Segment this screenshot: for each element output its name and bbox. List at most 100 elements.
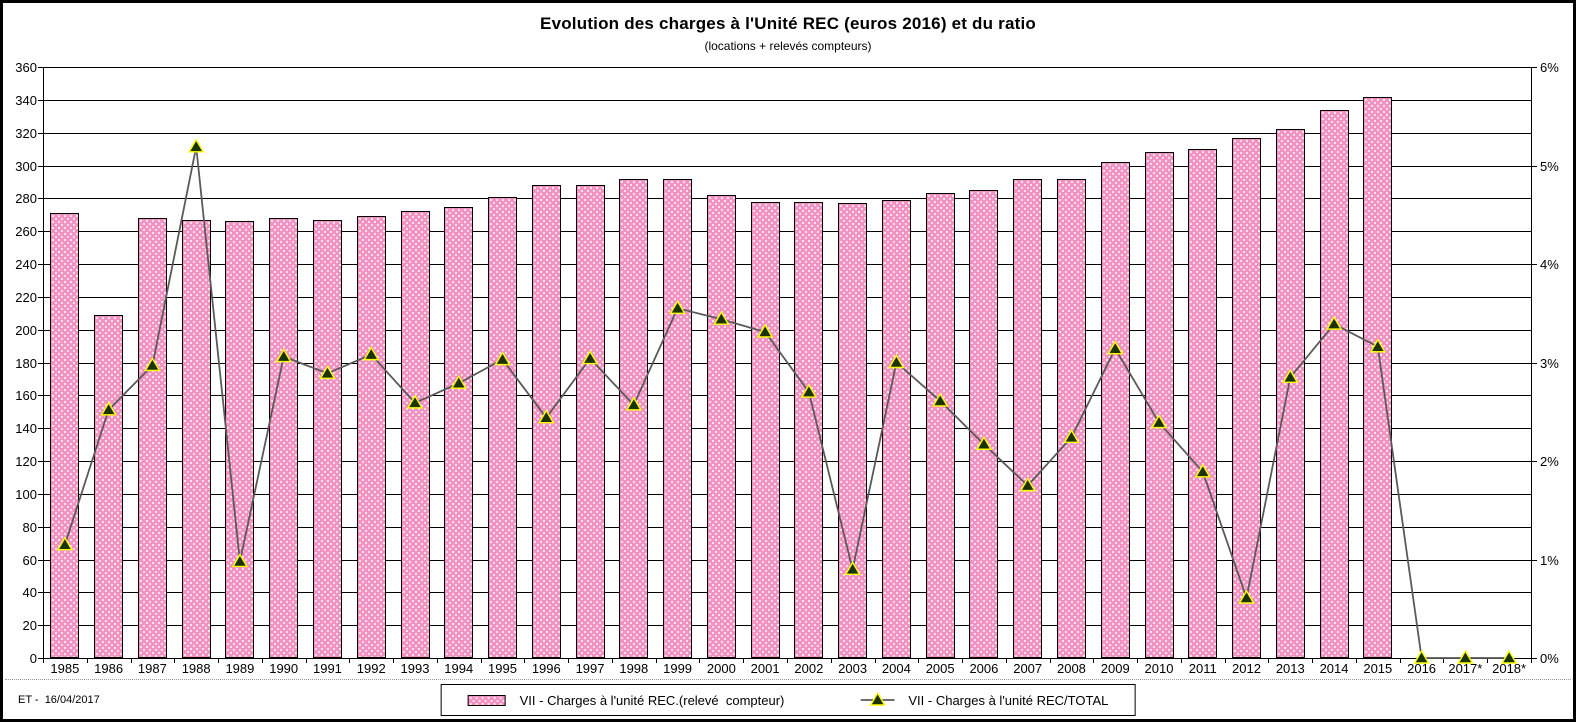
bar [1188, 149, 1218, 658]
x-axis-tick [1268, 658, 1270, 663]
right-axis-minor-tick [1523, 395, 1531, 397]
right-axis-minor-tick [1523, 493, 1531, 495]
bar [50, 213, 80, 658]
y-axis-tick [38, 461, 47, 462]
ratio-marker-triangle-icon [713, 310, 730, 325]
y-axis-tick [38, 99, 47, 101]
ratio-marker-triangle-icon [1150, 414, 1168, 429]
right-axis-minor-tick [1523, 625, 1531, 627]
x-axis-tick [830, 658, 832, 663]
ratio-marker-triangle-icon [1063, 428, 1080, 444]
bar [312, 219, 342, 658]
y-axis-tick [38, 329, 47, 331]
x-axis-tick [480, 658, 482, 663]
right-axis-minor-tick [1523, 428, 1531, 430]
y-axis-tick-label: 320 [15, 125, 37, 141]
x-axis-tick [1312, 658, 1314, 663]
x-axis-tick [261, 658, 263, 663]
right-axis-tick-label: 4% [1540, 257, 1559, 272]
ratio-marker-triangle-icon [1457, 649, 1474, 664]
y-axis-tick [38, 165, 47, 167]
bar [619, 178, 649, 658]
right-axis-tick-label: 2% [1540, 454, 1559, 469]
bar [969, 190, 999, 658]
bar [750, 201, 780, 658]
bar [137, 218, 167, 658]
ratio-marker-triangle-icon [56, 536, 74, 551]
ratio-marker-triangle-icon [800, 383, 818, 398]
right-axis-tick [1531, 461, 1537, 462]
x-axis-label: 1994 [444, 661, 474, 676]
x-axis-tick [1399, 658, 1401, 663]
ratio-marker-triangle-icon [931, 392, 949, 407]
x-axis-tick [1049, 658, 1051, 663]
ratio-marker-triangle-icon [319, 364, 336, 380]
right-axis-tick [1531, 362, 1537, 364]
right-axis-tick-label: 0% [1540, 651, 1559, 666]
x-axis-tick [655, 658, 657, 663]
x-axis-tick [699, 658, 701, 663]
y-axis-line [43, 67, 44, 659]
bar [794, 201, 824, 658]
x-axis-label: 2013 [1275, 661, 1305, 676]
x-axis-tick [130, 658, 132, 663]
right-axis-minor-tick [1523, 67, 1531, 68]
y-axis-tick [38, 67, 47, 68]
x-axis-label: 1987 [137, 661, 167, 676]
y-axis-tick-label: 240 [15, 257, 37, 272]
ratio-marker-triangle-icon [1325, 315, 1343, 330]
y-axis-tick [38, 658, 47, 659]
right-axis-tick-label: 3% [1540, 355, 1559, 371]
y-axis-tick-label: 160 [15, 388, 37, 404]
ratio-marker-triangle-icon [100, 401, 117, 416]
x-axis-label: 1986 [94, 661, 124, 676]
right-axis-minor-tick [1523, 99, 1531, 101]
x-axis-tick [1005, 658, 1007, 663]
x-axis-label: 1990 [269, 661, 299, 676]
ratio-marker-triangle-icon [625, 396, 643, 411]
gridline [43, 132, 1531, 134]
bar [838, 203, 868, 658]
bar [444, 206, 474, 658]
ratio-marker-triangle-icon [450, 374, 467, 389]
x-axis-label: 2016 [1407, 661, 1437, 676]
y-axis-tick [38, 296, 47, 298]
right-axis-minor-tick [1523, 461, 1531, 462]
gridline [43, 198, 1531, 200]
ratio-marker-triangle-icon [1019, 477, 1036, 492]
bar [575, 185, 605, 658]
ratio-marker-triangle-icon [756, 323, 774, 338]
legend: VII - Charges à l'unité REC.(relevé comp… [440, 684, 1136, 716]
x-axis-tick [43, 658, 44, 663]
x-axis-label: 1993 [400, 661, 430, 676]
right-axis-minor-tick [1523, 132, 1531, 134]
ratio-marker-triangle-icon [888, 354, 905, 369]
bar [1275, 129, 1305, 658]
right-axis-tick [1531, 559, 1537, 561]
bar [1363, 96, 1393, 658]
ratio-marker-triangle-icon [144, 357, 161, 372]
ratio-marker-triangle-icon [1413, 649, 1430, 664]
right-axis-minor-tick [1523, 231, 1531, 233]
right-axis-minor-tick [1523, 362, 1531, 364]
gridline [43, 625, 1531, 627]
right-axis-tick-label: 6% [1540, 60, 1559, 75]
gridline [43, 493, 1531, 495]
ratio-marker-triangle-icon [1107, 340, 1124, 355]
ratio-marker-triangle-icon [406, 394, 424, 409]
bar [1319, 109, 1349, 658]
ratio-marker-triangle-icon [1282, 368, 1299, 383]
x-axis-tick [787, 658, 788, 663]
x-axis-tick [743, 658, 745, 663]
x-axis-label: 1996 [531, 661, 561, 676]
right-axis-minor-tick [1523, 329, 1531, 331]
ratio-marker-triangle-icon [275, 348, 292, 363]
x-axis-tick [174, 658, 176, 663]
gridline [43, 264, 1531, 265]
x-axis-label: 2009 [1100, 661, 1130, 676]
gridline [43, 461, 1531, 462]
y-axis-tick-label: 180 [15, 355, 37, 371]
x-axis-tick [349, 658, 351, 663]
y-axis-tick-label: 140 [15, 421, 37, 437]
bar [225, 221, 255, 658]
